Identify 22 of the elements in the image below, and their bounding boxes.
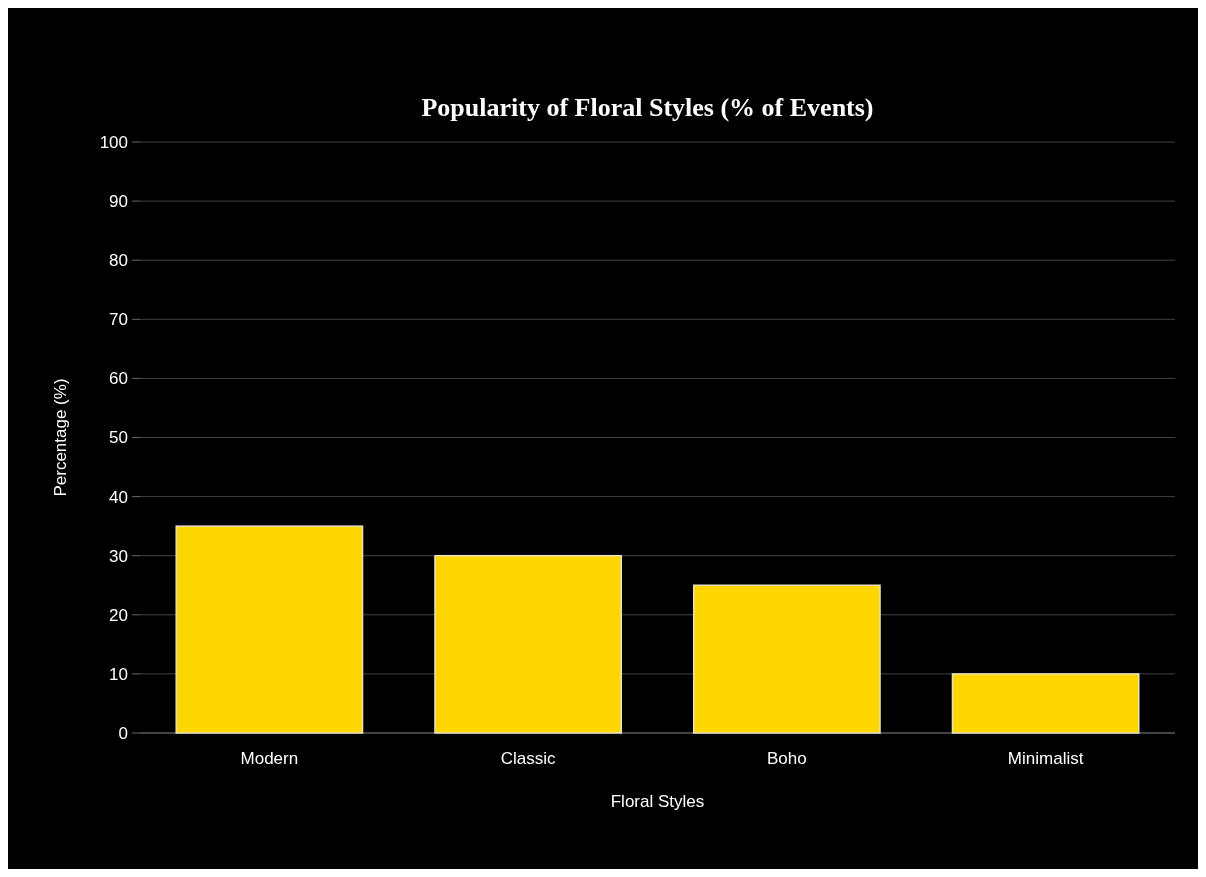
y-tick-label: 90 <box>109 192 128 212</box>
y-axis-title: Percentage (%) <box>51 378 70 497</box>
x-tick-label: Modern <box>240 749 299 768</box>
x-tick-label: Minimalist <box>1007 749 1084 768</box>
x-axis-title: Floral Styles <box>610 792 705 811</box>
y-tick-label: 10 <box>109 664 128 684</box>
y-tick-label: 50 <box>109 428 128 448</box>
bar <box>692 584 881 734</box>
x-tick-label: Boho <box>767 749 807 768</box>
y-tick-label: 20 <box>109 605 128 625</box>
bar <box>951 673 1140 734</box>
bar <box>175 525 364 734</box>
y-tick-label: 70 <box>109 310 128 330</box>
y-tick-label: 80 <box>109 251 128 271</box>
x-tick-label: Classic <box>500 749 557 768</box>
y-tick-label: 60 <box>109 369 128 389</box>
y-tick-label: 0 <box>118 723 128 743</box>
chart-title: Popularity of Floral Styles (% of Events) <box>421 93 874 122</box>
y-tick-label: 100 <box>99 132 128 152</box>
y-tick-label: 40 <box>109 487 128 507</box>
y-tick-label: 30 <box>109 546 128 566</box>
bar <box>434 554 623 734</box>
